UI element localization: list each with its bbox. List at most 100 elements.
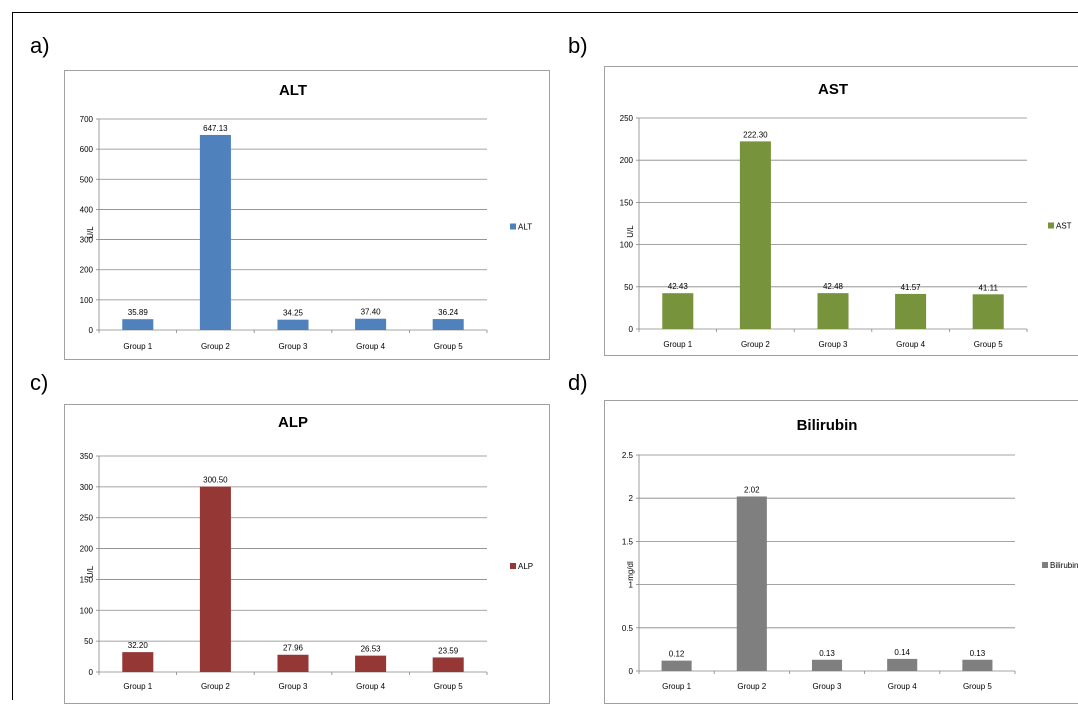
y-tick-label: 0 (629, 325, 634, 334)
data-label: 300.50 (203, 476, 228, 485)
y-tick-label: 300 (80, 483, 94, 492)
data-label: 42.43 (668, 282, 689, 291)
data-label: 34.25 (283, 309, 304, 318)
bilirubin-chart: Bilirubin 0 0.5 1 1.5 2 2.5 mg/dl 0.12 Group 1 2.0… (604, 400, 1078, 704)
data-label: 0.13 (970, 649, 986, 658)
data-label: 27.96 (283, 644, 304, 653)
bar (817, 293, 849, 329)
y-tick-label: 400 (80, 205, 94, 214)
y-tick-label: 0 (89, 326, 94, 335)
bar (355, 318, 387, 330)
bar (432, 657, 464, 672)
y-tick-label: 2 (629, 494, 634, 503)
bar (355, 655, 387, 672)
y-tick-label: 600 (80, 145, 94, 154)
y-tick-label: 250 (620, 114, 634, 123)
y-axis-label: U/L (86, 565, 95, 578)
bar (199, 486, 231, 672)
data-label: 222.30 (743, 130, 768, 139)
alt-chart: ALT 0 100 200 300 400 500 600 700 U/L 35.89 Group 1… (64, 70, 550, 360)
y-tick-label: 300 (80, 236, 94, 245)
y-tick-label: 150 (80, 575, 94, 584)
legend-swatch (1042, 562, 1048, 568)
data-label: 0.13 (819, 649, 835, 658)
bar (895, 293, 927, 329)
bar (432, 319, 464, 330)
legend-label: AST (1056, 222, 1072, 231)
y-axis-label: mg/dl (626, 561, 635, 581)
x-tick-label: Group 4 (356, 682, 385, 691)
legend-swatch (1048, 222, 1054, 229)
y-tick-label: 50 (624, 283, 633, 292)
y-tick-label: 0 (89, 668, 94, 677)
y-tick-label: 250 (80, 514, 94, 523)
y-tick-label: 1 (629, 581, 634, 590)
y-tick-label: 100 (80, 296, 94, 305)
bar (122, 319, 154, 330)
chart-title: ALP (278, 414, 308, 431)
y-tick-label: 1.5 (622, 537, 634, 546)
bar (122, 652, 154, 672)
y-tick-label: 700 (80, 115, 94, 124)
bar (277, 319, 309, 330)
legend-swatch (510, 223, 516, 230)
bar (811, 659, 843, 671)
legend-label: Bilirubin (1050, 561, 1078, 570)
x-tick-label: Group 4 (888, 682, 917, 691)
chart-title: AST (818, 81, 848, 98)
bar (199, 134, 231, 330)
x-tick-label: Group 4 (896, 340, 925, 349)
x-tick-label: Group 1 (123, 342, 152, 351)
x-tick-label: Group 1 (662, 682, 691, 691)
ast-chart: AST 0 50 100 150 200 250 U/L 42.43 Group 1 222.30 G… (604, 66, 1078, 356)
legend-label: ALT (518, 223, 532, 232)
data-label: 647.13 (203, 124, 228, 133)
chart-title: ALT (279, 82, 307, 99)
x-tick-label: Group 2 (201, 342, 230, 351)
bar (972, 294, 1004, 329)
data-label: 41.11 (978, 283, 998, 292)
data-label: 0.14 (894, 648, 910, 657)
y-tick-label: 150 (620, 198, 634, 207)
legend-label: ALP (518, 562, 533, 571)
chart-svg: Bilirubin 0 0.5 1 1.5 2 2.5 mg/dl 0.12 Group 1 2.0… (622, 417, 1078, 691)
x-tick-label: Group 5 (974, 340, 1003, 349)
data-label: 37.40 (361, 308, 382, 317)
chart-title: Bilirubin (797, 417, 858, 434)
x-tick-label: Group 3 (819, 340, 848, 349)
data-label: 35.89 (128, 308, 149, 317)
y-tick-label: 100 (620, 241, 634, 250)
x-tick-label: Group 1 (123, 682, 152, 691)
data-label: 36.24 (438, 308, 459, 317)
bar (661, 660, 692, 671)
y-tick-label: 350 (80, 452, 94, 461)
panel-label-d: d) (568, 370, 588, 395)
chart-svg: ALT 0 100 200 300 400 500 600 700 U/L 35.89 Group 1… (80, 82, 533, 351)
bar (887, 658, 918, 671)
x-tick-label: Group 1 (663, 340, 692, 349)
data-label: 42.48 (823, 282, 844, 291)
bar (277, 654, 309, 672)
bar (962, 659, 993, 671)
x-tick-label: Group 3 (813, 682, 842, 691)
panel-label-c: c) (30, 370, 49, 395)
figure-frame (12, 12, 1078, 700)
y-axis-label: U/L (86, 226, 95, 239)
data-label: 32.20 (128, 641, 149, 650)
y-tick-label: 0 (629, 667, 634, 676)
x-tick-label: Group 5 (434, 682, 463, 691)
y-tick-label: 50 (84, 637, 93, 646)
bar (739, 141, 771, 329)
data-label: 23.59 (438, 646, 459, 655)
y-tick-label: 200 (80, 545, 94, 554)
y-tick-label: 500 (80, 175, 94, 184)
x-tick-label: Group 5 (963, 682, 992, 691)
data-label: 26.53 (361, 645, 382, 654)
x-tick-label: Group 3 (279, 682, 308, 691)
chart-svg: ALP 0 50 100 150 200 250 300 350 U/L 32.20 Group 1 3… (80, 414, 533, 691)
chart-svg: AST 0 50 100 150 200 250 U/L 42.43 Group 1 222.30 G… (620, 81, 1072, 349)
data-label: 0.12 (669, 650, 685, 659)
data-label: 2.02 (744, 485, 760, 494)
x-tick-label: Group 2 (737, 682, 766, 691)
alp-chart: ALP 0 50 100 150 200 250 300 350 U/L 32.20 Group 1 3… (64, 404, 550, 704)
